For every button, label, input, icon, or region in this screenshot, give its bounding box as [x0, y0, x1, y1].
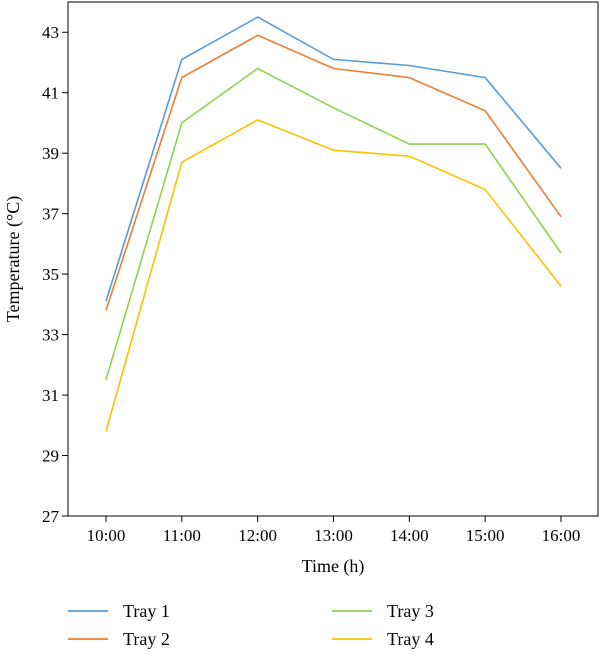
legend-item-tray-4: Tray 4: [332, 629, 434, 649]
legend-item-tray-1: Tray 1: [68, 601, 170, 621]
y-axis: 27 29 31 33 35 37 39 41 43: [42, 23, 68, 526]
plot-area-frame: [67, 1, 599, 517]
legend: Tray 1 Tray 2 Tray 3 Tray 4: [68, 601, 434, 649]
y-tick-label: 29: [42, 447, 59, 466]
y-tick-label: 37: [42, 205, 60, 224]
x-tick-label: 14:00: [390, 526, 429, 545]
x-axis: 10:00 11:00 12:00 13:00 14:00 15:00 16:00: [87, 516, 581, 545]
x-tick-label: 12:00: [238, 526, 277, 545]
y-tick-label: 33: [42, 326, 59, 345]
legend-label: Tray 3: [387, 601, 434, 621]
y-tick-label: 43: [42, 23, 59, 42]
series-line-tray-1: [105, 16, 562, 302]
legend-label: Tray 4: [387, 629, 434, 649]
y-tick-label: 41: [42, 84, 59, 103]
series-lines: [105, 16, 562, 432]
x-tick-label: 16:00: [542, 526, 581, 545]
x-tick-label: 10:00: [87, 526, 126, 545]
series-line-tray-4: [105, 119, 562, 432]
y-tick-label: 27: [42, 507, 60, 526]
legend-label: Tray 1: [123, 601, 170, 621]
y-tick-label: 31: [42, 386, 59, 405]
series-line-tray-2: [105, 34, 562, 311]
x-tick-label: 13:00: [314, 526, 353, 545]
y-axis-title: Temperature (°C): [3, 196, 24, 322]
legend-item-tray-2: Tray 2: [68, 629, 170, 649]
x-axis-title: Time (h): [302, 556, 365, 577]
legend-label: Tray 2: [123, 629, 170, 649]
x-tick-label: 11:00: [163, 526, 201, 545]
legend-item-tray-3: Tray 3: [332, 601, 434, 621]
series-line-tray-3: [105, 67, 562, 381]
y-tick-label: 39: [42, 144, 59, 163]
x-tick-label: 15:00: [466, 526, 505, 545]
y-tick-label: 35: [42, 265, 59, 284]
